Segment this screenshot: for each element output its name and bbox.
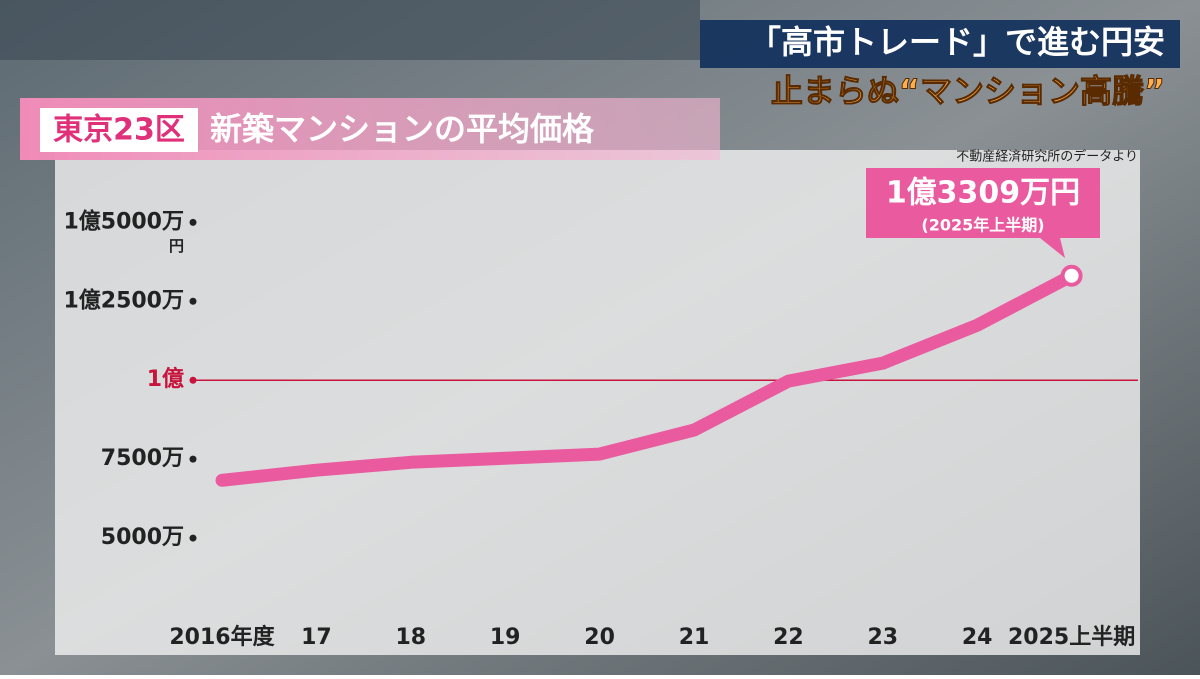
line — [215, 269, 1079, 487]
x-tick-label: 19 — [490, 625, 521, 650]
x-tick-label: 2025上半期 — [1008, 625, 1135, 650]
x-tick-label: 24 — [962, 625, 993, 650]
y-tick-dot — [189, 218, 197, 226]
headline-box — [700, 20, 1180, 68]
y-tick-label: 1億 — [147, 366, 184, 392]
value-label: 1億3309万円 — [886, 176, 1080, 211]
y-tick-dot — [189, 534, 197, 542]
y-tick-label: 5000万 — [101, 525, 184, 550]
end-point — [1060, 264, 1083, 287]
x-tick-label: 22 — [773, 625, 804, 650]
badge: 東京23区 — [53, 113, 185, 148]
y-tick-label: 1億5000万 — [63, 208, 184, 234]
x-tick-label: 21 — [679, 625, 710, 650]
x-tick-label: 2016年度 — [169, 624, 275, 650]
y-tick-dot — [189, 455, 197, 463]
value-note: (2025年上半期) — [921, 216, 1044, 235]
x-tick-label: 20 — [584, 625, 615, 650]
source: 不動産経済研究所のデータより — [956, 149, 1138, 165]
water — [0, 0, 700, 60]
y-tick-dot — [189, 376, 197, 384]
x-tick-label: 18 — [395, 625, 426, 650]
callout-box — [866, 168, 1100, 258]
headline-2: 止まらぬ“マンション高騰” — [771, 72, 1165, 110]
y-tick-dot — [189, 297, 197, 305]
chart-title: 新築マンションの平均価格 — [210, 110, 595, 148]
headline-1: 「高市トレード」で進む円安 — [749, 23, 1165, 61]
badge-box — [40, 108, 198, 152]
x-tick-label: 17 — [301, 625, 332, 650]
y-tick-label: 1億2500万 — [63, 287, 184, 313]
y-tick-label: 7500万 — [101, 446, 184, 471]
x-tick-label: 23 — [867, 625, 898, 650]
y-unit: 円 — [169, 237, 184, 255]
